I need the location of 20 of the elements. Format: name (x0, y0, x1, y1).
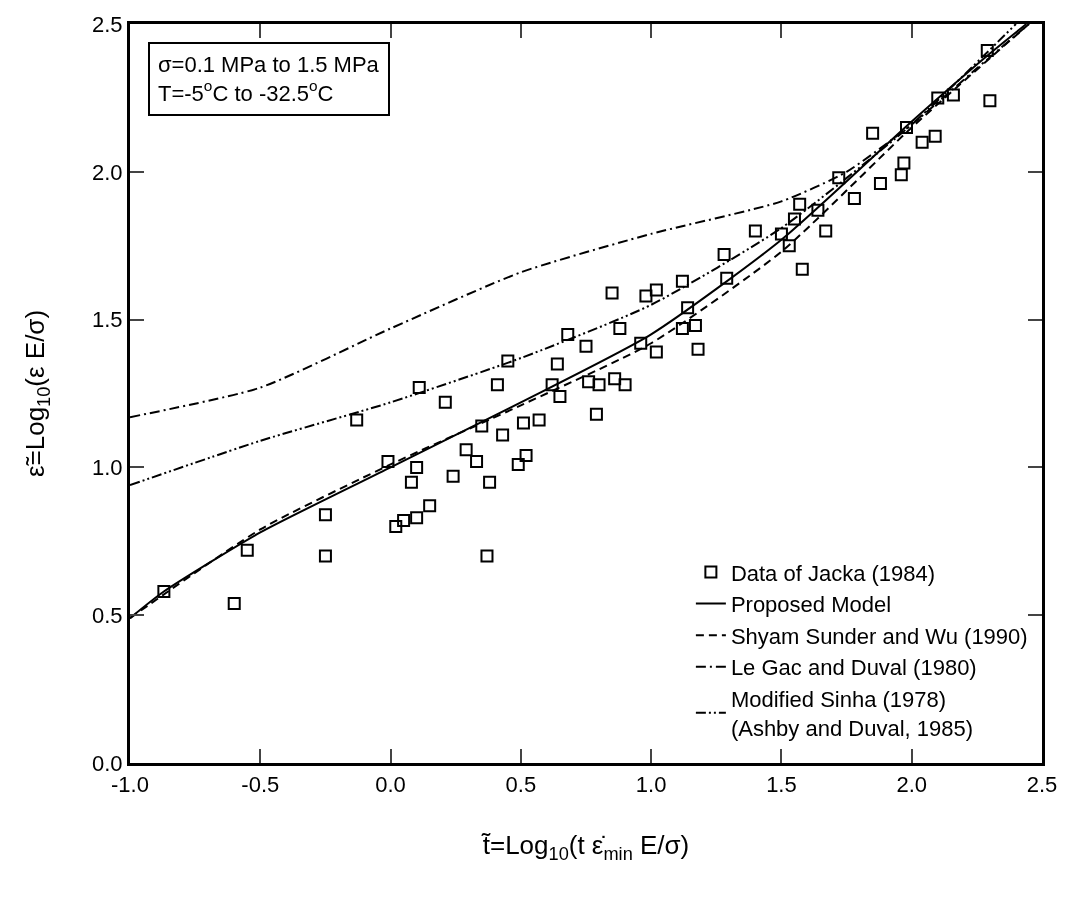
y-tick-label: 1.0 (92, 455, 123, 481)
x-tick-label: -0.5 (241, 772, 280, 798)
legend-label: Le Gac and Duval (1980) (730, 655, 977, 681)
y-tick-label: 0.5 (92, 602, 123, 628)
y-tick-label: 2.0 (92, 159, 123, 185)
legend-label: Data of Jacka (1984) (730, 560, 936, 586)
legend-label: Modified Sinha (1978) (Ashby and Duval, 1985) (730, 687, 974, 741)
annotation: σ=0.1 MPa to 1.5 MPa (158, 52, 380, 77)
annotation: T=-5$^{o}$C to -32.5$^{o}$C (158, 77, 334, 106)
x-tick-label: 2.0 (896, 772, 928, 798)
x-tick-label: 1.0 (635, 772, 667, 798)
x-tick-label: 1.5 (766, 772, 797, 798)
y-tick-label: 1.5 (92, 307, 123, 333)
legend-label: Proposed Model (730, 592, 892, 618)
x-tick-label: 0.0 (375, 772, 406, 798)
y-tick-label: 2.5 (92, 11, 123, 37)
x-tick-label: 0.5 (505, 772, 537, 798)
x-tick-label: 2.5 (1026, 772, 1058, 798)
legend-label: Shyam Sunder and Wu (1990) (730, 623, 1028, 649)
x-axis-title: t̃=Log$_{10}$(t ε̇$_{min}$ E/σ) (480, 830, 690, 864)
